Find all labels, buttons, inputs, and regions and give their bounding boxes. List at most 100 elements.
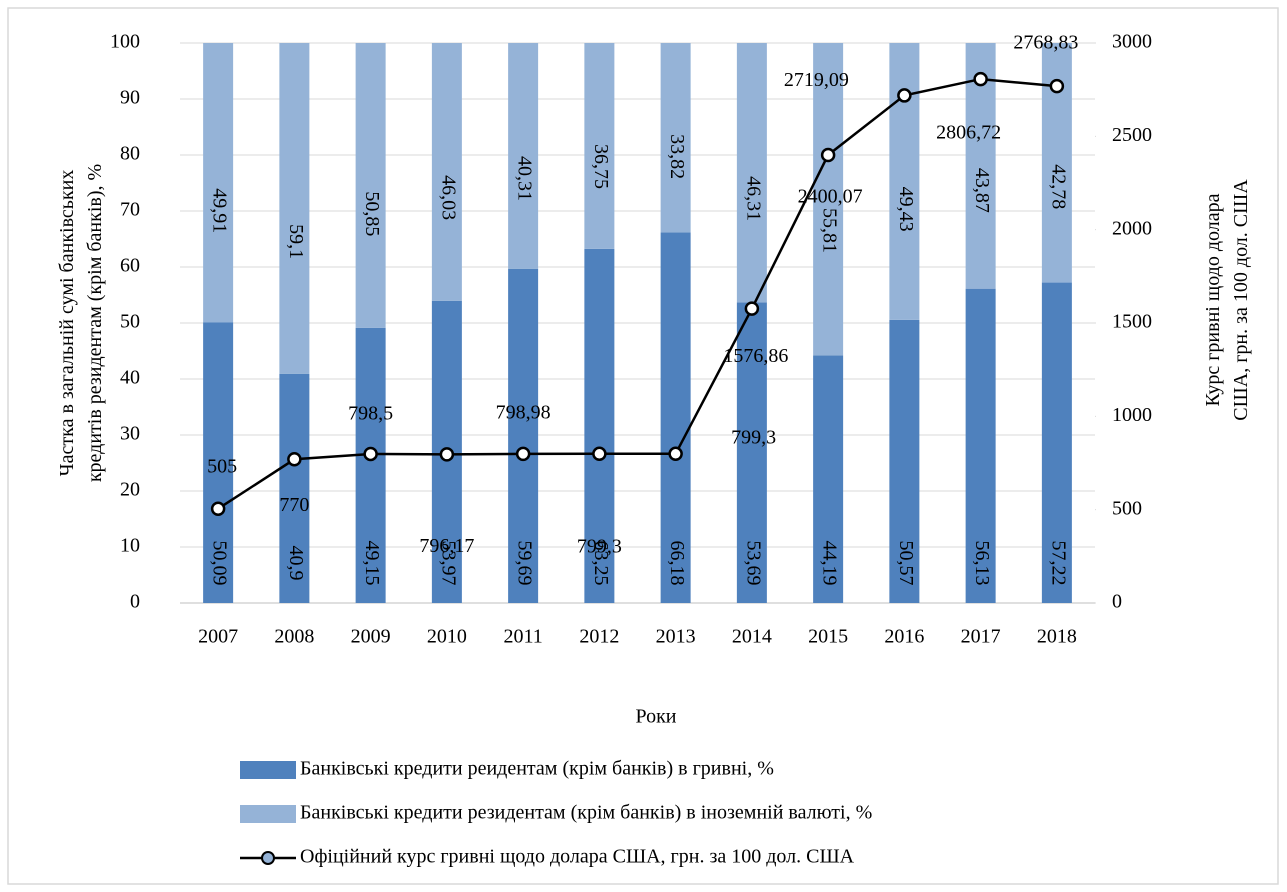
y2-tick-label: 3000 (1112, 31, 1152, 53)
legend-label: Банківські кредити резидентам (крім банк… (300, 802, 872, 824)
y-tick-label: 0 (130, 591, 140, 613)
y-tick-label: 90 (120, 87, 140, 109)
bar-value-label: 49,91 (209, 188, 231, 233)
x-tick-label: 2018 (1037, 626, 1077, 648)
bar-value-label: 33,82 (666, 134, 688, 179)
legend-swatch (240, 805, 296, 823)
line-value-label: 796,17 (419, 535, 474, 557)
bar-value-label: 36,75 (590, 144, 612, 189)
legend-swatch-marker (261, 851, 275, 865)
bar (889, 43, 920, 320)
x-tick-label: 2013 (656, 626, 696, 648)
y-tick-label: 30 (120, 423, 140, 445)
bar (889, 319, 920, 603)
bar (736, 43, 767, 303)
line-marker (668, 446, 683, 462)
y-tick-label: 100 (110, 31, 140, 53)
y-tick-label: 50 (120, 311, 140, 333)
bar (660, 232, 691, 603)
line-marker (287, 452, 302, 467)
bar (279, 373, 310, 603)
bar-value-label: 44,19 (819, 541, 841, 586)
line-value-label: 799,3 (577, 535, 622, 557)
bar-value-label: 49,15 (361, 541, 383, 586)
x-tick-label: 2014 (732, 626, 772, 648)
line-value-label: 770 (279, 494, 309, 516)
bar (584, 43, 615, 249)
y2-tick-label: 2000 (1112, 217, 1152, 239)
line-marker (1049, 78, 1065, 94)
line-marker (515, 446, 531, 462)
legend-label: Офіційний курс гривні щодо долара США, г… (300, 846, 855, 868)
bar (813, 43, 844, 356)
y-tick-label: 70 (120, 199, 140, 221)
bar (813, 355, 844, 603)
y-tick-label: 40 (120, 367, 140, 389)
line-value-label: 798,98 (496, 401, 551, 423)
legend-label: Банківські кредити реидентам (крім банкі… (300, 758, 774, 780)
line-marker (973, 71, 988, 87)
y-axis-title: Частка в загальній сумі банківських креди… (56, 164, 106, 482)
bar-value-label: 55,81 (819, 208, 841, 253)
x-tick-label: 2009 (351, 626, 391, 648)
x-tick-label: 2012 (579, 626, 619, 648)
y2-tick-label: 1000 (1112, 404, 1152, 426)
bar-value-label: 50,09 (209, 541, 231, 586)
x-tick-label: 2007 (198, 626, 238, 648)
y2-tick-label: 500 (1112, 497, 1142, 519)
x-tick-label: 2010 (427, 626, 467, 648)
bar (660, 43, 691, 233)
x-tick-label: 2008 (274, 626, 314, 648)
y-tick-label: 60 (120, 255, 140, 277)
line-value-label: 2768,83 (1013, 32, 1078, 54)
y2-tick-label: 0 (1112, 591, 1122, 613)
line-value-label: 2719,09 (784, 69, 849, 91)
bar-value-label: 63,25 (590, 541, 612, 586)
bar (355, 43, 386, 328)
x-tick-label: 2011 (503, 626, 542, 648)
bar (1041, 282, 1072, 603)
line-value-label: 505 (207, 455, 237, 477)
bar-value-label: 66,18 (666, 541, 688, 586)
bar-value-label: 53,97 (437, 541, 459, 586)
line-marker (210, 501, 226, 516)
bar-value-label: 49,43 (895, 187, 917, 232)
bar-value-label: 53,69 (742, 541, 764, 586)
y-tick-label: 20 (120, 479, 140, 501)
x-axis-title: Роки (635, 706, 676, 728)
bar-value-label: 50,85 (361, 191, 383, 236)
bar (736, 302, 767, 603)
y2-axis-title: Курс гривні щодо долара США, грн. за 100 … (1202, 179, 1252, 421)
bar (965, 288, 996, 603)
bar-value-label: 57,22 (1047, 541, 1069, 586)
bar-value-label: 40,9 (285, 546, 307, 581)
x-tick-label: 2015 (808, 626, 848, 648)
bar (355, 327, 386, 603)
bar-value-label: 42,78 (1047, 164, 1069, 209)
y-tick-label: 10 (120, 535, 140, 557)
x-tick-label: 2017 (961, 626, 1001, 648)
bar (203, 322, 234, 603)
bar (279, 43, 310, 374)
line-marker (897, 88, 912, 103)
legend-swatch (240, 761, 296, 779)
bar-value-label: 50,57 (895, 541, 917, 586)
bar-value-label: 59,69 (514, 541, 536, 586)
y-tick-label: 80 (120, 143, 140, 165)
x-tick-label: 2016 (884, 626, 924, 648)
bar (584, 248, 615, 604)
bar-value-label: 56,13 (971, 541, 993, 586)
bar-value-label: 59,1 (285, 224, 307, 259)
line-marker (744, 301, 760, 316)
line-value-label: 2400,07 (798, 186, 863, 208)
line-value-label: 799,3 (731, 426, 776, 448)
bar (508, 43, 539, 269)
line-value-label: 798,5 (348, 403, 393, 425)
bar-value-label: 43,87 (971, 168, 993, 213)
bar-value-label: 46,03 (437, 175, 459, 220)
chart-border (7, 7, 1279, 885)
line-value-label: 1576,86 (723, 345, 788, 367)
bar-value-label: 46,31 (742, 176, 764, 221)
bar (203, 43, 234, 323)
